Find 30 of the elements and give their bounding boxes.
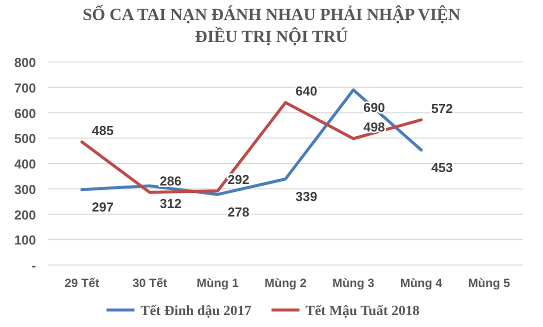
y-tick-label: 300 bbox=[14, 182, 36, 197]
data-label: 485 bbox=[92, 122, 114, 138]
data-label: 278 bbox=[228, 204, 250, 220]
data-label: 312 bbox=[160, 196, 182, 211]
x-tick-label: Mùng 4 bbox=[400, 276, 443, 290]
y-tick-label: 100 bbox=[14, 232, 36, 248]
chart-title: SỐ CA TAI NẠN ĐÁNH NHAU PHẢI NHẬP VIỆN ĐIỀU TRỊ NỘI TRÚ bbox=[82, 4, 462, 46]
legend-label: Tết Đinh dậu 2017 bbox=[140, 304, 252, 319]
y-tick-label: 200 bbox=[14, 207, 36, 222]
legend-label: Tết Mậu Tuất 2018 bbox=[306, 304, 420, 319]
y-tick-label: 400 bbox=[14, 156, 36, 172]
data-label: 292 bbox=[228, 172, 250, 187]
data-label: 498 bbox=[363, 120, 386, 135]
x-tick-label: 30 Tết bbox=[132, 276, 168, 290]
data-label: 572 bbox=[431, 100, 453, 116]
y-tick-label: 800 bbox=[14, 55, 36, 70]
y-tick-label: 500 bbox=[14, 131, 36, 146]
data-label: 640 bbox=[296, 84, 318, 99]
x-tick-label: Mùng 3 bbox=[332, 276, 375, 290]
x-tick-label: Mùng 1 bbox=[196, 276, 239, 290]
data-label: 286 bbox=[160, 173, 182, 188]
data-label: 339 bbox=[296, 188, 318, 204]
x-tick-label: 29 Tết bbox=[64, 276, 100, 290]
x-tick-label: Mùng 5 bbox=[468, 276, 510, 290]
y-tick-label: 600 bbox=[14, 106, 36, 121]
data-label: 453 bbox=[431, 160, 453, 176]
x-tick-label: Mùng 2 bbox=[264, 276, 307, 290]
y-tick-label: - bbox=[32, 258, 36, 273]
data-label: 297 bbox=[92, 200, 114, 215]
y-tick-label: 700 bbox=[14, 80, 36, 96]
